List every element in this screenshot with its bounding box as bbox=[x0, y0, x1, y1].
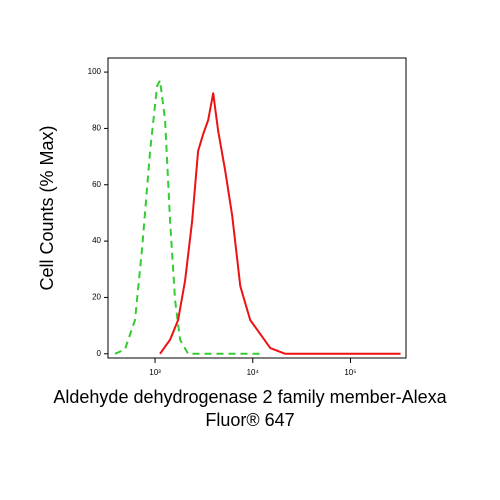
x-axis-label: Fluor® 647 bbox=[205, 410, 294, 430]
y-tick-label: 100 bbox=[88, 67, 102, 76]
y-tick-label: 0 bbox=[97, 349, 102, 358]
x-tick-label: 10⁵ bbox=[344, 368, 356, 377]
y-axis-label: Cell Counts (% Max) bbox=[37, 125, 57, 290]
x-tick-label: 10⁴ bbox=[247, 368, 260, 377]
x-axis-label: Aldehyde dehydrogenase 2 family member-A… bbox=[53, 387, 447, 407]
y-tick-label: 20 bbox=[92, 293, 101, 302]
y-tick-label: 40 bbox=[92, 236, 101, 245]
plot-frame bbox=[107, 57, 407, 359]
y-tick-label: 60 bbox=[92, 180, 101, 189]
x-tick-label: 10³ bbox=[149, 368, 161, 377]
y-tick-label: 80 bbox=[92, 124, 101, 133]
series-line bbox=[114, 79, 261, 355]
series-line bbox=[159, 92, 401, 355]
